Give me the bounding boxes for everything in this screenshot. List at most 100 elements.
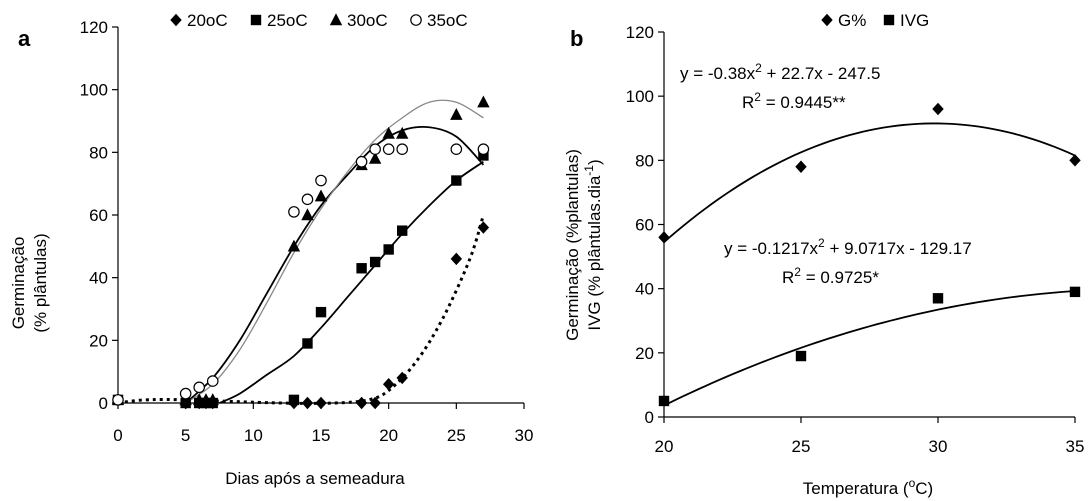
legend-label-IVG: IVG — [900, 11, 929, 30]
fit-line-35oC — [185, 99, 484, 404]
x-tick-label: 25 — [447, 426, 466, 445]
point-30oC — [301, 208, 314, 221]
point-30oC — [314, 189, 328, 202]
point-20oC — [355, 396, 368, 410]
point-25oC — [478, 150, 489, 161]
x-tick-label: 35 — [1066, 437, 1085, 456]
fit-line-30oC — [185, 125, 485, 404]
y-tick-label: 40 — [635, 280, 654, 299]
y-tick-label: 120 — [80, 18, 108, 37]
x-tick-label: 30 — [929, 437, 948, 456]
point-G% — [658, 231, 670, 244]
legend-label-30oC: 30oC — [347, 11, 388, 30]
point-35oC — [315, 174, 327, 187]
legend-marker-30oC — [329, 13, 343, 26]
point-30oC — [477, 95, 490, 108]
y-tick-label: 100 — [80, 81, 108, 100]
x-tick-label: 15 — [312, 426, 331, 445]
chart-a: 0 20 40 60 80 100 120 0 5 10 15 20 25 30 20oC 25oC 30oC 3… — [80, 11, 534, 445]
legend-label-20oC: 20oC — [187, 11, 228, 30]
panel-a-label: a — [18, 26, 31, 51]
legend-marker-35oC — [410, 14, 422, 26]
point-IVG — [932, 293, 944, 304]
x-tick-label: 20 — [379, 426, 398, 445]
point-35oC — [288, 206, 300, 218]
x-tick-label: 5 — [181, 426, 190, 445]
x-tick-label: 20 — [655, 437, 674, 456]
point-G% — [932, 102, 944, 116]
point-25oC — [302, 338, 313, 349]
point-IVG — [795, 350, 807, 362]
y-tick-label: 0 — [99, 394, 108, 413]
point-25oC — [356, 263, 367, 274]
a-y-axis-label-line1: Germinação — [9, 237, 28, 330]
y-tick-label: 100 — [626, 87, 654, 106]
legend-marker-20oC — [170, 13, 182, 27]
point-25oC — [369, 256, 381, 268]
fit-curve-G% — [663, 122, 1076, 243]
x-tick-label: 10 — [244, 426, 263, 445]
point-25oC — [315, 306, 327, 318]
point-20oC — [382, 378, 395, 391]
r2-ivg: R2 = 0.9725* — [782, 265, 879, 287]
b-y-axis-label-line2: IVG (% plântulas.dia-1) — [582, 159, 604, 330]
point-35oC — [382, 143, 395, 155]
point-30oC — [287, 239, 301, 252]
fit-curve-IVG — [663, 290, 1076, 407]
point-30oC — [206, 393, 219, 406]
x-tick-label: 0 — [113, 426, 122, 445]
point-IVG — [1069, 286, 1081, 298]
point-30oC — [396, 126, 409, 139]
y-tick-label: 60 — [89, 206, 108, 225]
x-tick-label: 30 — [515, 426, 534, 445]
point-20oC — [315, 396, 327, 410]
y-tick-label: 80 — [89, 143, 108, 162]
y-tick-label: 20 — [89, 331, 108, 350]
legend-label-25oC: 25oC — [267, 11, 308, 30]
point-20oC — [369, 396, 381, 410]
point-G% — [795, 160, 807, 173]
legend-marker-IVG — [883, 14, 895, 26]
legend-marker-25oC — [250, 14, 262, 26]
point-35oC — [477, 143, 490, 155]
point-25oC — [383, 244, 394, 255]
point-35oC — [450, 143, 463, 155]
y-tick-label: 80 — [635, 151, 654, 170]
point-30oC — [382, 126, 395, 139]
point-35oC — [112, 394, 124, 406]
equation-ivg: y = -0.1217x2 + 9.0717x - 129.17 — [724, 236, 972, 258]
equation-g: y = -0.38x2 + 22.7x - 247.5 — [680, 61, 880, 83]
y-tick-label: 60 — [635, 216, 654, 235]
point-20oC — [477, 221, 490, 234]
y-tick-label: 40 — [89, 269, 108, 288]
point-30oC — [450, 108, 463, 120]
point-35oC — [179, 387, 192, 400]
point-25oC — [288, 394, 300, 406]
panel-b-label: b — [570, 26, 583, 51]
point-25oC — [397, 225, 408, 236]
legend-label-35oC: 35oC — [427, 11, 468, 30]
fit-line-20oC — [117, 214, 485, 405]
point-35oC — [193, 381, 205, 394]
point-20oC — [396, 371, 408, 385]
a-x-axis-label: Dias após a semeadura — [225, 469, 405, 488]
point-35oC — [355, 155, 368, 168]
legend-marker-G% — [821, 13, 833, 27]
point-35oC — [301, 193, 314, 206]
y-tick-label: 0 — [645, 408, 654, 427]
point-35oC — [396, 143, 408, 155]
point-G% — [1069, 154, 1081, 167]
point-30oC — [368, 151, 382, 164]
b-y-axis-label-line1: Germinação (%plantulas) — [563, 149, 582, 341]
x-tick-label: 25 — [792, 437, 811, 456]
point-25oC — [451, 175, 462, 186]
point-35oC — [206, 375, 219, 387]
point-35oC — [369, 143, 381, 155]
point-IVG — [658, 395, 670, 407]
r2-g: R2 = 0.9445** — [742, 90, 846, 112]
a-y-axis-label-line2: (% plântulas) — [31, 233, 50, 332]
point-20oC — [450, 252, 463, 266]
y-tick-label: 120 — [626, 23, 654, 42]
